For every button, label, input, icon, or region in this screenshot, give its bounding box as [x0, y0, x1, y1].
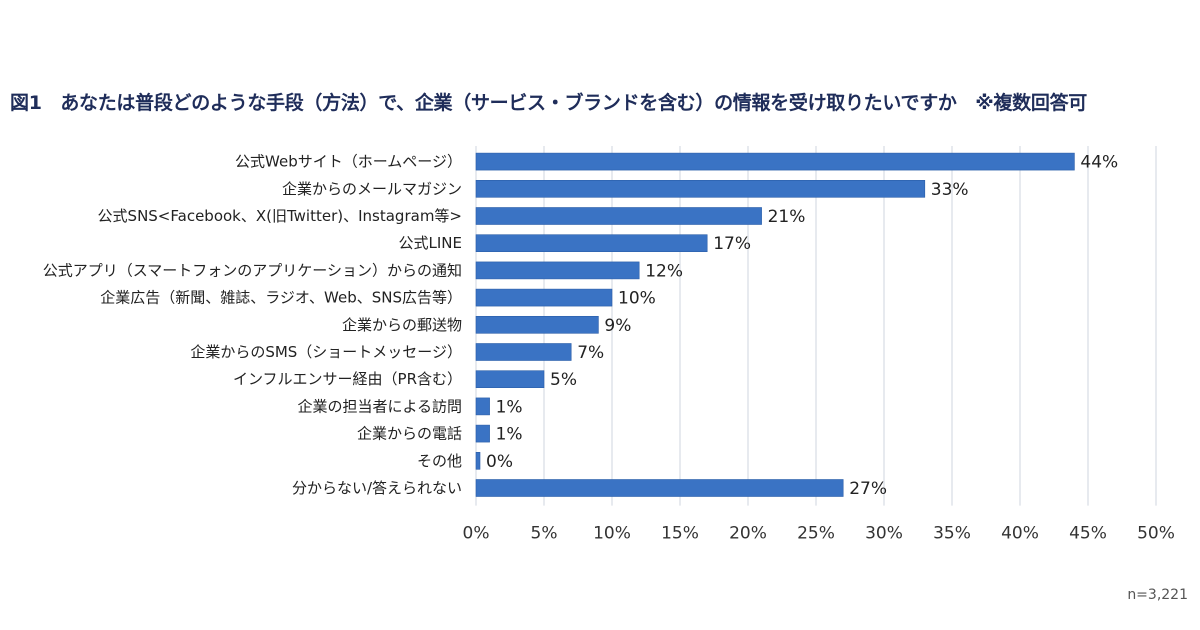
- category-label: 企業からのメールマガジン: [282, 180, 462, 198]
- x-axis-ticks: 0% 5% 10% 15% 20% 25% 30% 35% 40% 45% 50%: [463, 524, 1175, 544]
- value-labels: 44% 33% 21% 17% 12% 10% 9%7%5% 1% 1% 0% 27%: [486, 153, 1118, 499]
- x-tick-label: 0%: [463, 524, 490, 544]
- bar: [475, 261, 640, 280]
- chart-title: 図1 あなたは普段どのような手段（方法）で、企業（サービス・ブランドを含む）の情…: [10, 92, 1087, 114]
- category-label: 公式SNS<Facebook、X(旧Twitter)、Instagram等>: [98, 207, 462, 225]
- x-tick-label: 20%: [729, 524, 767, 544]
- category-label: 企業からの郵送物: [342, 316, 462, 334]
- category-label: インフルエンサー経由（PR含む）: [233, 370, 462, 388]
- category-label: 公式Webサイト（ホームページ）: [235, 153, 462, 171]
- bar: [475, 288, 613, 307]
- bar: [475, 451, 481, 470]
- bar: [475, 180, 926, 198]
- value-label: 12%: [645, 261, 683, 281]
- x-tick-label: 50%: [1137, 524, 1175, 544]
- x-tick-label: 25%: [797, 524, 835, 544]
- value-label: 44%: [1080, 153, 1118, 173]
- value-label: 21%: [768, 207, 806, 227]
- category-label: 公式LINE: [399, 234, 462, 252]
- bar: [475, 207, 762, 225]
- bar: [475, 152, 1075, 171]
- x-tick-label: 45%: [1069, 524, 1107, 544]
- category-label: 企業からの電話: [357, 425, 462, 443]
- bar: [475, 370, 545, 389]
- x-tick-label: 35%: [933, 524, 971, 544]
- value-label: 7%: [577, 343, 604, 363]
- value-label: 1%: [496, 425, 523, 445]
- category-label: 企業広告（新聞、雑誌、ラジオ、Web、SNS広告等）: [100, 289, 462, 307]
- x-tick-label: 10%: [593, 524, 631, 544]
- value-label: 17%: [713, 234, 751, 254]
- value-label: 27%: [849, 479, 887, 499]
- x-tick-label: 5%: [531, 524, 558, 544]
- sample-size-note: n=3,221: [1127, 587, 1188, 603]
- category-label: 企業からのSMS（ショートメッセージ）: [190, 343, 462, 361]
- value-label: 1%: [496, 397, 523, 417]
- category-label: 分からない/答えられない: [292, 479, 462, 497]
- category-label: 公式アプリ（スマートフォンのアプリケーション）からの通知: [43, 261, 462, 279]
- category-labels: 公式Webサイト（ホームページ） 企業からのメールマガジン公式SNS<Facebo…: [43, 153, 462, 497]
- bars: [475, 152, 1075, 497]
- bar: [475, 479, 844, 497]
- bar: [475, 343, 572, 361]
- category-label: その他: [417, 452, 462, 470]
- x-tick-label: 40%: [1001, 524, 1039, 544]
- value-label: 9%: [604, 316, 631, 336]
- bar: [475, 315, 599, 334]
- bar: [475, 424, 490, 443]
- value-label: 10%: [618, 289, 656, 309]
- bar: [475, 397, 490, 416]
- x-tick-label: 30%: [865, 524, 903, 544]
- bar: [475, 234, 708, 252]
- value-label: 0%: [486, 452, 513, 472]
- category-label: 企業の担当者による訪問: [297, 397, 462, 415]
- value-label: 5%: [550, 370, 577, 390]
- value-label: 33%: [931, 180, 969, 200]
- x-tick-label: 15%: [661, 524, 699, 544]
